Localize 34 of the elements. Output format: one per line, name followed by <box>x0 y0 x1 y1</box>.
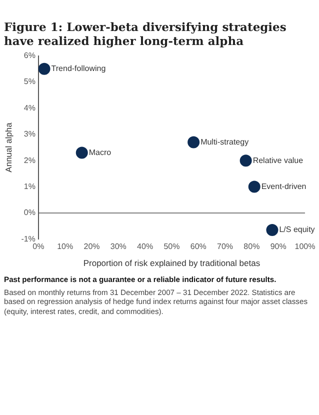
x-tick-label: 50% <box>164 242 180 252</box>
point <box>266 224 278 236</box>
x-tick-label: 90% <box>270 242 286 252</box>
y-tick-label: 4% <box>24 103 36 112</box>
annotation: L/S equity <box>279 225 315 234</box>
x-tick-label: 20% <box>84 242 100 252</box>
chart-title: Figure 1: Lower-beta diversifying strategies have realized higher long-term alpha <box>3 19 288 48</box>
point <box>76 146 88 159</box>
point <box>188 136 200 148</box>
y-tick-label: -1% <box>21 234 36 244</box>
y-tick-label: 0% <box>24 208 36 218</box>
x-tick-label: 30% <box>110 242 126 252</box>
x-tick-label: 10% <box>57 242 74 252</box>
y-tick-label: 1% <box>24 182 36 192</box>
x-tick-label: 0% <box>32 242 44 252</box>
y-tick-label: 3% <box>24 130 36 139</box>
y-tick-label: 2% <box>24 156 36 165</box>
annotation: Relative value <box>252 156 304 165</box>
annotation: Macro <box>88 148 112 157</box>
x-tick-label: 70% <box>217 242 234 252</box>
point <box>240 154 252 167</box>
annotation: Trend-following <box>51 64 106 74</box>
x-tick-label: 80% <box>244 242 260 252</box>
annotation: Multi-strategy <box>200 137 249 146</box>
point <box>38 62 50 75</box>
y-tick-label: 5% <box>24 77 36 86</box>
x-tick-label: 60% <box>190 242 206 252</box>
x-tick-label: 100% <box>294 242 316 252</box>
y-axis-title: Annual alpha <box>3 122 14 172</box>
annotation: Event-driven <box>261 182 306 192</box>
y-tick-label: 6% <box>24 51 36 60</box>
point <box>248 180 260 193</box>
x-tick-label: 40% <box>137 242 154 252</box>
x-axis-title: Proportion of risk explained by traditional betas <box>83 258 260 268</box>
